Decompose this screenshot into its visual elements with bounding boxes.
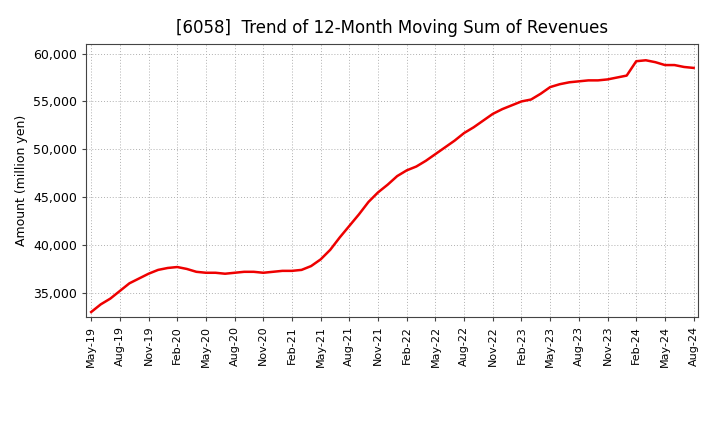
Title: [6058]  Trend of 12-Month Moving Sum of Revenues: [6058] Trend of 12-Month Moving Sum of R… xyxy=(176,19,608,37)
Y-axis label: Amount (million yen): Amount (million yen) xyxy=(15,115,28,246)
